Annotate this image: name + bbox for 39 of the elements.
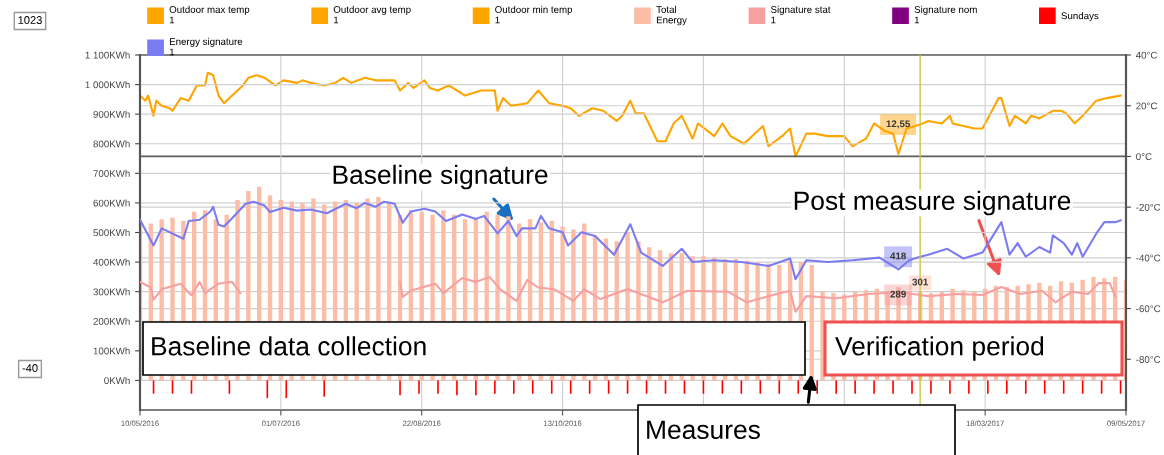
data-label: 418 bbox=[890, 252, 906, 260]
legend-label: Sundays bbox=[1061, 12, 1099, 22]
y-tick-label: 0KWh bbox=[104, 376, 130, 385]
legend-label: Outdoor min temp 1 bbox=[495, 5, 573, 24]
y-tick-label: 100KWh bbox=[93, 347, 130, 355]
y-tick-label: 1 100KWh bbox=[85, 51, 130, 59]
y2-tick-label: -80°C bbox=[1136, 356, 1161, 363]
data-label: 301 bbox=[912, 278, 928, 286]
y-tick-label: 400KWh bbox=[93, 258, 130, 266]
y2-tick-label: -20°C bbox=[1136, 203, 1161, 211]
annotation: Baseline data collection bbox=[152, 336, 426, 356]
annotation: Baseline signature bbox=[333, 164, 548, 190]
y2-tick-label: -40°C bbox=[1136, 254, 1161, 262]
y-tick-label: 1 000KWh bbox=[85, 81, 130, 89]
annotation: Post measure signature bbox=[794, 190, 1071, 216]
legend-label: Outdoor avg temp 1 bbox=[333, 5, 411, 24]
legend-label: Total Energy bbox=[656, 5, 687, 26]
y2-tick-label: -60°C bbox=[1136, 305, 1161, 313]
data-label: 289 bbox=[890, 290, 906, 298]
y-tick-label: 300KWh bbox=[93, 288, 130, 296]
y-tick-label: 700KWh bbox=[93, 169, 130, 177]
annotation: Verification period bbox=[835, 336, 1044, 361]
y2-tick-label: 0°C bbox=[1136, 153, 1152, 161]
text: -40 bbox=[22, 364, 38, 372]
legend-label: Energy signature 1 bbox=[169, 37, 243, 56]
legend-label: Signature stat 1 bbox=[770, 5, 831, 24]
legend-label: Signature nom 1 bbox=[914, 5, 977, 24]
data-label: 12,55 bbox=[886, 120, 911, 129]
legend-label: Outdoor max temp 1 bbox=[169, 5, 250, 24]
y-tick-label: 200KWh bbox=[93, 317, 130, 325]
y2-tick-label: 40°C bbox=[1135, 51, 1158, 59]
y2-tick-label: 20°C bbox=[1136, 102, 1158, 110]
annotation: Measures bbox=[647, 420, 760, 440]
y-tick-label: 500KWh bbox=[93, 228, 130, 237]
y-tick-label: 600KWh bbox=[93, 199, 130, 207]
text: 1023 bbox=[18, 16, 42, 24]
y-tick-label: 900KWh bbox=[93, 110, 130, 118]
line-series bbox=[140, 71, 1122, 158]
y-tick-label: 800KWh bbox=[93, 140, 130, 148]
